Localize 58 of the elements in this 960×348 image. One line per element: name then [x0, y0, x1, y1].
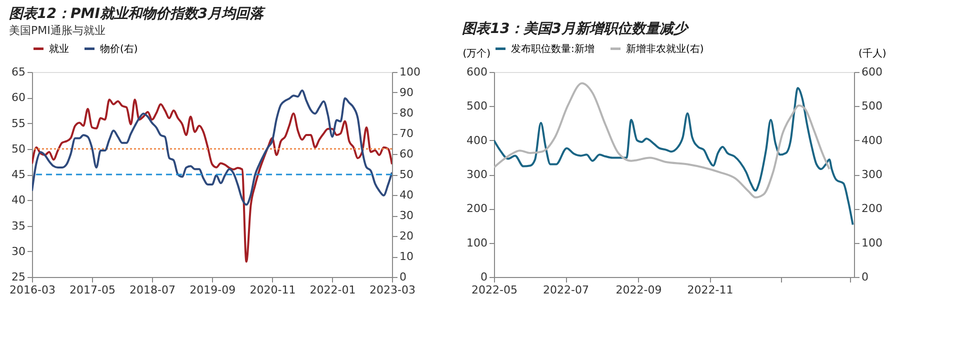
chart-title: 图表12：PMI就业和物价指数3月均回落: [9, 5, 267, 22]
x-tick-label: 2019-09: [190, 284, 236, 296]
y2-tick-label: 60: [400, 148, 414, 160]
y-tick-label: 25: [12, 270, 26, 284]
y2-tick-label: 300: [862, 168, 882, 181]
x-tick-label: 2017-05: [70, 284, 116, 296]
y2-tick-label: 20: [400, 230, 414, 242]
x-tick-label: 2022-05: [472, 284, 518, 296]
legend-label: 就业: [49, 42, 69, 55]
y-tick-label: 100: [466, 236, 488, 250]
y-tick-label: 50: [12, 142, 26, 156]
line-series: [32, 98, 392, 263]
y-tick-label: 40: [12, 194, 26, 207]
y2-tick-label: 0: [862, 270, 868, 284]
y2-tick-label: 40: [400, 188, 414, 202]
legend-label: 发布职位数量:新增: [511, 42, 594, 55]
y2-tick-label: 10: [400, 250, 414, 263]
y2-axis-title: (千人): [858, 48, 886, 60]
x-tick-label: 2022-09: [616, 284, 662, 296]
x-tick-label: 2022-01: [310, 284, 356, 296]
y-tick-label: 0: [480, 270, 488, 284]
y2-tick-label: 90: [400, 86, 414, 99]
y2-tick-label: 30: [400, 209, 414, 222]
legend-label: 物价(右): [100, 42, 138, 55]
y-tick-label: 65: [12, 66, 26, 78]
y2-tick-label: 50: [400, 168, 414, 181]
x-tick-label: 2020-11: [250, 284, 296, 296]
y-tick-label: 30: [12, 244, 26, 258]
y-axis-title: (万个): [462, 48, 491, 60]
y2-tick-label: 70: [400, 127, 414, 140]
y2-tick-label: 100: [400, 66, 420, 78]
y2-tick-label: 0: [400, 270, 406, 284]
y-tick-label: 400: [466, 134, 488, 147]
y2-tick-label: 100: [862, 236, 882, 250]
line-series: [494, 87, 854, 226]
x-tick-label: 2016-03: [10, 284, 56, 296]
y-tick-label: 35: [12, 219, 26, 232]
x-tick-label: 2018-07: [130, 284, 176, 296]
chart-title: 图表13：美国3月新增职位数量减少: [462, 20, 690, 37]
x-tick-label: 2022-07: [543, 284, 590, 296]
y-tick-label: 500: [466, 100, 488, 113]
y2-tick-label: 400: [862, 134, 882, 147]
y-tick-label: 55: [12, 116, 26, 130]
y-tick-label: 45: [12, 168, 26, 181]
legend-label: 新增非农就业(右): [626, 42, 704, 55]
y2-tick-label: 200: [862, 202, 882, 216]
chart-subtitle: 美国PMI通胀与就业: [9, 24, 106, 37]
y2-tick-label: 80: [400, 106, 414, 120]
y2-tick-label: 500: [862, 100, 882, 113]
y-tick-label: 200: [466, 202, 488, 216]
y-tick-label: 60: [12, 91, 26, 104]
x-tick-label: 2023-03: [370, 284, 416, 296]
y-tick-label: 300: [466, 168, 488, 181]
line-series: [494, 82, 830, 198]
line-series: [32, 89, 392, 206]
y-tick-label: 600: [466, 66, 488, 78]
y2-tick-label: 600: [862, 66, 882, 78]
x-tick-label: 2022-11: [687, 284, 734, 296]
